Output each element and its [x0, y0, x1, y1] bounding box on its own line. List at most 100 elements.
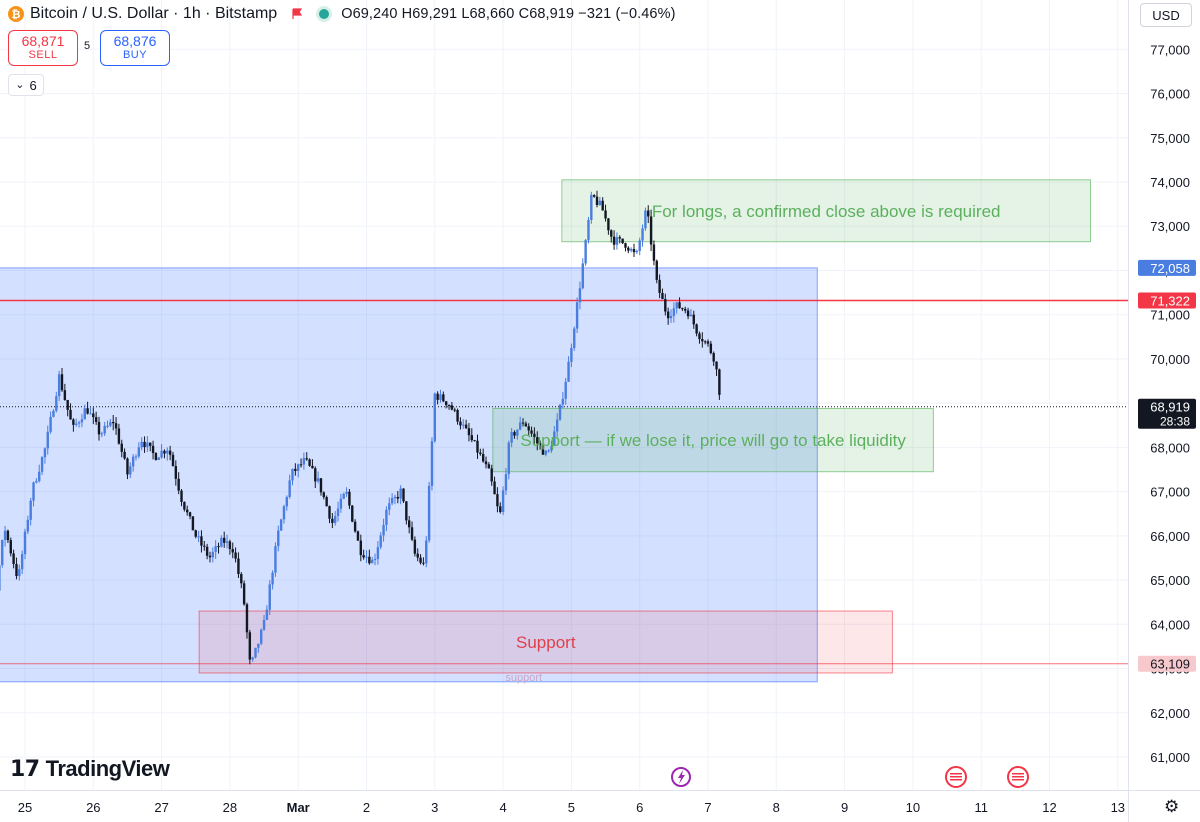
candle-body	[188, 512, 192, 517]
spread-value: 5	[84, 40, 91, 52]
candle-body	[575, 302, 579, 329]
buy-button[interactable]: 68,876 BUY	[100, 30, 170, 66]
y-tick-label: 62,000	[1150, 706, 1190, 721]
candle-body	[345, 491, 348, 494]
candle-body	[430, 441, 434, 486]
candle-body	[419, 557, 422, 563]
x-tick-label: 7	[704, 800, 711, 815]
candle-body	[9, 540, 12, 554]
candle-body	[69, 409, 72, 420]
candle-body	[331, 518, 334, 523]
candle-body	[567, 361, 570, 382]
candle-body	[368, 556, 371, 564]
candle-body	[97, 421, 101, 435]
candle-body	[336, 508, 340, 517]
candle-body	[638, 240, 641, 251]
candle-body	[251, 657, 254, 660]
candle-body	[553, 431, 556, 446]
candle-body	[370, 559, 374, 564]
candle-body	[627, 247, 630, 251]
candle-body	[664, 299, 667, 312]
candle-body	[282, 506, 286, 520]
candle-body	[140, 441, 143, 448]
candle-body	[268, 584, 271, 610]
candle-body	[439, 394, 442, 400]
candle-body	[171, 454, 175, 467]
candle-body	[652, 244, 656, 261]
x-tick-label: 25	[18, 800, 32, 815]
current-price-label-bg	[1138, 398, 1196, 429]
currency-selector[interactable]: USD	[1140, 3, 1192, 27]
candle-body	[521, 422, 525, 424]
candle-body	[698, 333, 701, 340]
candle-body	[23, 531, 27, 555]
candle-body	[339, 498, 343, 509]
candle-body	[675, 302, 678, 309]
candle-body	[587, 219, 590, 241]
current-price-label: 68,919	[1150, 400, 1190, 415]
x-tick-label: 6	[636, 800, 643, 815]
candle-body	[450, 405, 454, 410]
candle-body	[319, 478, 323, 493]
candle-body	[647, 210, 650, 217]
gear-icon[interactable]: ⚙	[1164, 797, 1180, 817]
candle-body	[106, 425, 109, 427]
candle-body	[12, 553, 15, 565]
candle-body	[524, 423, 528, 427]
us-flag-event-icon[interactable]	[945, 766, 967, 788]
candle-body	[501, 490, 505, 512]
candle-body	[405, 501, 408, 521]
x-tick-label: 9	[841, 800, 848, 815]
sell-button[interactable]: 68,871 SELL	[8, 30, 78, 66]
tradingview-mark-icon: 17	[10, 756, 40, 782]
candle-body	[194, 530, 197, 537]
candle-body	[242, 583, 246, 605]
candle-body	[598, 200, 602, 205]
x-tick-label: 4	[499, 800, 506, 815]
candle-body	[385, 509, 388, 525]
candle-body	[123, 451, 126, 459]
candle-body	[399, 488, 402, 499]
candle-body	[510, 432, 513, 443]
candle-body	[328, 506, 331, 519]
x-tick-label: 28	[223, 800, 237, 815]
candle-body	[114, 423, 118, 429]
candle-body	[715, 361, 718, 370]
candle-body	[689, 314, 693, 317]
candle-body	[109, 421, 112, 426]
candle-body	[701, 339, 704, 342]
candle-body	[137, 447, 141, 457]
us-flag-event-icon[interactable]	[1007, 766, 1029, 788]
candle-body	[484, 461, 488, 465]
candle-body	[168, 450, 172, 455]
candle-body	[393, 496, 397, 499]
tradingview-logo[interactable]: 17 TradingView	[10, 756, 170, 782]
flag-icon[interactable]	[291, 8, 303, 20]
candle-body	[447, 405, 451, 407]
candle-body	[655, 260, 658, 280]
symbol-title[interactable]: Bitcoin / U.S. Dollar · 1h · Bitstamp	[30, 5, 278, 22]
candle-body	[223, 537, 226, 543]
candle-body	[672, 308, 676, 317]
candle-body	[692, 314, 695, 325]
candle-body	[234, 552, 237, 559]
zone-label: Support	[516, 633, 576, 652]
candle-body	[316, 478, 320, 482]
candle-body	[612, 236, 616, 245]
y-tick-label: 76,000	[1150, 87, 1190, 102]
candle-body	[507, 442, 510, 475]
candle-body	[15, 564, 18, 577]
candle-body	[516, 429, 519, 436]
indicators-toggle[interactable]: ⌄ 6	[8, 74, 44, 96]
podcast-event-icon[interactable]	[670, 766, 692, 788]
candle-body	[149, 442, 152, 446]
candle-body	[288, 480, 291, 497]
candle-body	[342, 493, 345, 499]
candle-body	[203, 545, 206, 547]
buy-label: BUY	[122, 49, 148, 61]
zone-rect	[492, 407, 934, 473]
y-tick-label: 75,000	[1150, 131, 1190, 146]
x-tick-label: Mar	[287, 800, 310, 815]
